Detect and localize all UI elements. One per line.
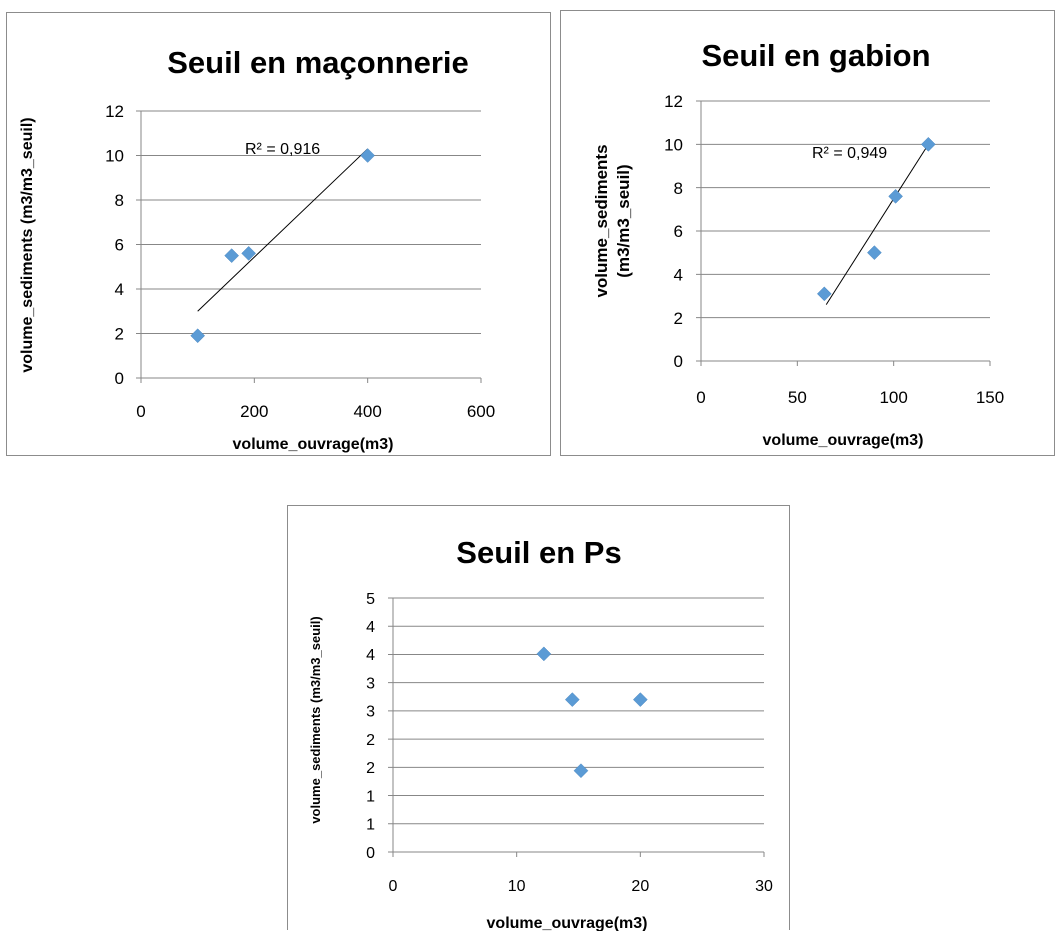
chart1-trendline bbox=[197, 148, 369, 312]
chart3-ytick-label-1: 1 bbox=[366, 817, 375, 834]
chart2-ytick-label-6: 12 bbox=[664, 92, 683, 111]
chart3-y-axis-label: volume_sediments (m3/m3_seuil) bbox=[308, 616, 323, 823]
chart1-ytick-label-2: 4 bbox=[115, 280, 124, 299]
chart3-x-axis-label: volume_ouvrage(m3) bbox=[487, 915, 648, 931]
chart-ps: Seuil en Ps 0 1 1 2 2 3 3 4 4 5 0 10 20 30 volume_ouvra… bbox=[308, 535, 773, 931]
chart1-ytick-label-5: 10 bbox=[105, 147, 124, 166]
chart3-ytick-label-3: 2 bbox=[366, 760, 375, 777]
chart3-ytick-label-5: 3 bbox=[366, 704, 375, 721]
chart3-data-point-0 bbox=[536, 646, 552, 662]
chart3-xtick-label-2: 20 bbox=[631, 878, 649, 895]
chart-gabion: Seuil en gabion 0 2 4 6 8 10 12 0 50 100 150 volume_… bbox=[592, 38, 1004, 449]
chart1-title: Seuil en maçonnerie bbox=[167, 45, 469, 80]
chart1-xtick-label-3: 600 bbox=[467, 402, 495, 421]
chart-panel-ps: Seuil en Ps 0 1 1 2 2 3 3 4 4 5 0 10 20 30 volume_ouvra… bbox=[287, 505, 790, 931]
chart2-xtick-label-2: 100 bbox=[879, 388, 907, 407]
chart1-y-axis-label: volume_sediments (m3/m3_seuil) bbox=[19, 117, 36, 372]
chart1-x-axis-label: volume_ouvrage(m3) bbox=[233, 436, 394, 453]
chart2-xtick-label-3: 150 bbox=[976, 388, 1004, 407]
chart2-ytick-label-4: 8 bbox=[674, 179, 683, 198]
chart1-xtick-label-2: 400 bbox=[353, 402, 381, 421]
chart3-ytick-label-7: 4 bbox=[366, 647, 375, 664]
chart2-ytick-label-5: 10 bbox=[664, 135, 683, 154]
chart3-ytick-label-0: 0 bbox=[366, 845, 375, 862]
chart2-ytick-label-3: 6 bbox=[674, 222, 683, 241]
chart1-xtick-label-0: 0 bbox=[136, 402, 145, 421]
chart3-data-point-1 bbox=[564, 692, 580, 707]
chart3-ytick-label-2: 1 bbox=[366, 788, 375, 805]
chart2-y-axis-label-line-1: volume_sediments bbox=[592, 144, 611, 297]
chart2-r2-label: R² = 0,949 bbox=[812, 145, 887, 162]
chart2-xtick-label-0: 0 bbox=[696, 388, 705, 407]
chart1-r2-label: R² = 0,916 bbox=[245, 141, 320, 158]
chart2-data-point-0 bbox=[816, 286, 832, 302]
chart1-data-point-1 bbox=[224, 248, 240, 263]
chart3-ytick-label-6: 3 bbox=[366, 675, 375, 692]
chart1-ytick-label-0: 0 bbox=[115, 369, 124, 388]
chart2-xtick-label-1: 50 bbox=[788, 388, 807, 407]
chart2-data-point-2 bbox=[888, 188, 903, 204]
chart1-ytick-label-6: 12 bbox=[105, 102, 124, 121]
chart2-data-point-1 bbox=[867, 245, 882, 261]
chart1-xtick-label-1: 200 bbox=[240, 402, 268, 421]
chart-maconnerie: Seuil en maçonnerie 0 2 4 6 8 10 12 0 200 400 600 vo… bbox=[19, 45, 495, 453]
chart3-ytick-label-4: 2 bbox=[366, 732, 375, 749]
chart2-x-axis-label: volume_ouvrage(m3) bbox=[763, 432, 924, 449]
chart2-ytick-label-1: 2 bbox=[674, 309, 683, 328]
chart3-ytick-label-9: 5 bbox=[366, 591, 375, 608]
chart3-xtick-label-1: 10 bbox=[508, 878, 526, 895]
chart3-data-point-3 bbox=[573, 763, 589, 779]
chart2-title: Seuil en gabion bbox=[701, 38, 930, 73]
chart3-ytick-label-8: 4 bbox=[366, 619, 375, 636]
chart2-ytick-label-2: 4 bbox=[674, 265, 683, 284]
chart-panel-maconnerie: Seuil en maçonnerie 0 2 4 6 8 10 12 0 200 400 600 vo… bbox=[6, 12, 551, 456]
chart1-ytick-label-1: 2 bbox=[115, 325, 124, 344]
chart2-y-axis-label-line-2: (m3/m3_seuil) bbox=[614, 164, 633, 277]
chart3-xtick-label-0: 0 bbox=[389, 878, 398, 895]
chart1-ytick-label-3: 6 bbox=[115, 236, 124, 255]
chart2-ytick-label-0: 0 bbox=[674, 352, 683, 371]
chart2-trendline bbox=[825, 144, 929, 305]
chart1-data-point-2 bbox=[241, 246, 257, 261]
chart3-xtick-label-3: 30 bbox=[755, 878, 773, 895]
chart-panel-gabion: Seuil en gabion 0 2 4 6 8 10 12 0 50 100 150 volume_… bbox=[560, 10, 1055, 456]
chart1-data-point-0 bbox=[190, 328, 206, 344]
chart3-data-point-2 bbox=[632, 692, 648, 707]
chart3-title: Seuil en Ps bbox=[456, 535, 621, 570]
chart1-data-point-3 bbox=[360, 148, 376, 163]
chart2-data-point-3 bbox=[920, 136, 936, 152]
chart1-ytick-label-4: 8 bbox=[115, 191, 124, 210]
